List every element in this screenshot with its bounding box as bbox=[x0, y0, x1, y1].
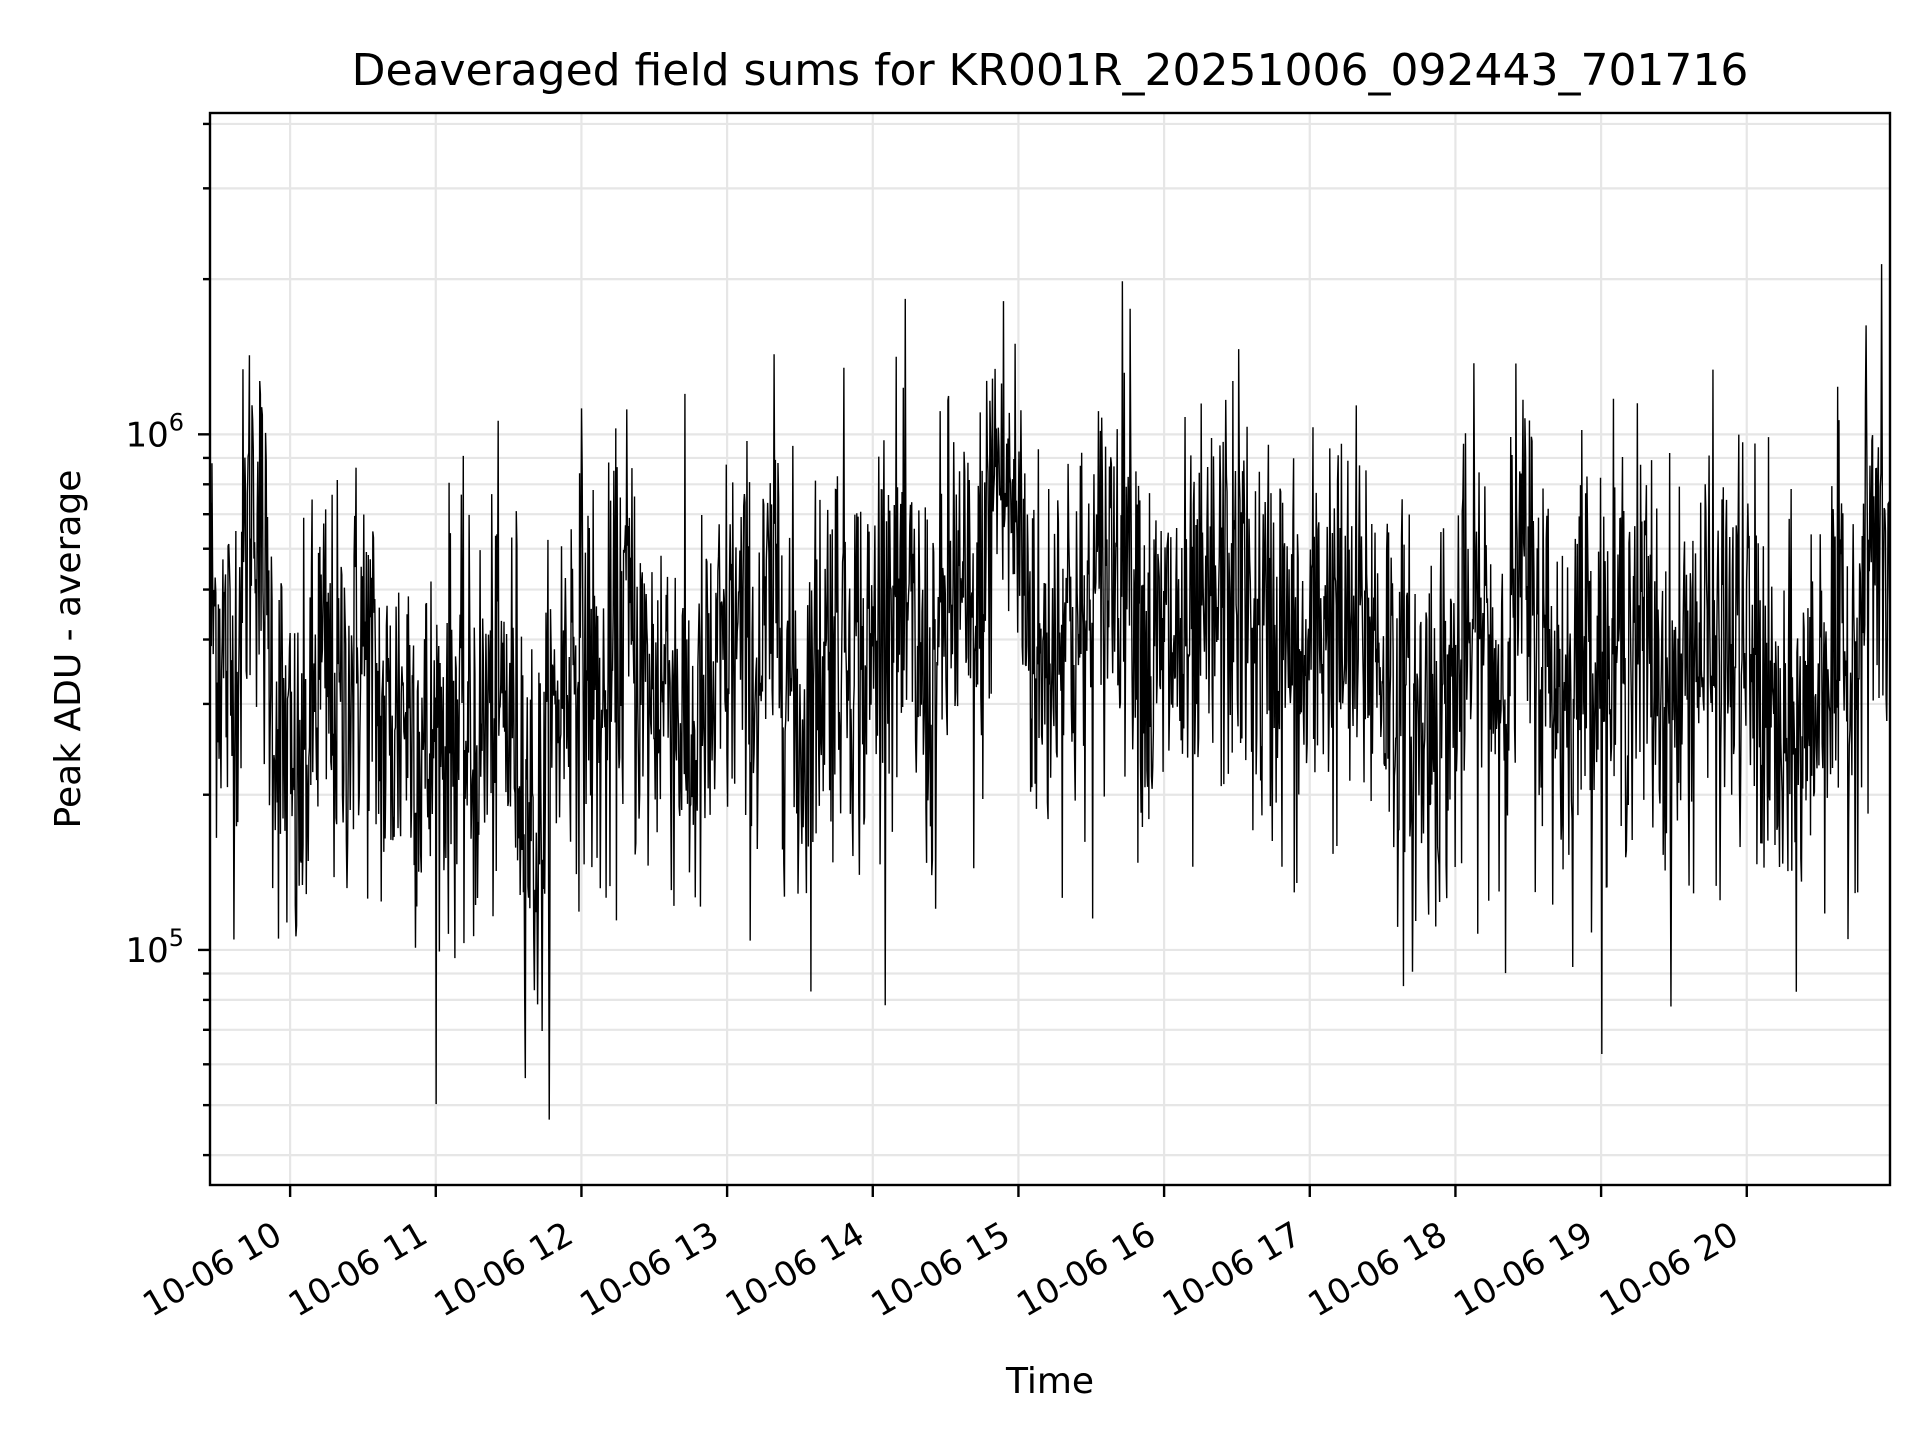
x-tick-label: 10-06 20 bbox=[1593, 1214, 1745, 1325]
chart-title: Deaveraged field sums for KR001R_2025100… bbox=[352, 45, 1749, 96]
series-layer bbox=[209, 264, 1891, 1120]
x-tick-label: 10-06 11 bbox=[282, 1214, 434, 1325]
x-tick-label: 10-06 16 bbox=[1010, 1214, 1162, 1325]
y-tick-label: 106 bbox=[125, 408, 184, 455]
y-tick-exponent: 6 bbox=[169, 408, 184, 436]
x-tick-label: 10-06 12 bbox=[428, 1214, 580, 1325]
x-tick-label: 10-06 14 bbox=[719, 1214, 871, 1325]
x-tick-label: 10-06 19 bbox=[1447, 1214, 1599, 1325]
x-tick-label: 10-06 18 bbox=[1302, 1214, 1454, 1325]
grid bbox=[210, 113, 1890, 1185]
plot-frame bbox=[208, 111, 1892, 1187]
series-line bbox=[209, 264, 1891, 1120]
y-tick-base: 10 bbox=[125, 415, 168, 455]
x-tick-label: 10-06 13 bbox=[573, 1214, 725, 1325]
y-tick-exponent: 5 bbox=[169, 924, 184, 952]
x-tick-label: 10-06 17 bbox=[1156, 1214, 1308, 1325]
y-axis-label: Peak ADU - average bbox=[48, 470, 89, 829]
y-tick-label: 105 bbox=[125, 924, 184, 971]
x-tick-label: 10-06 10 bbox=[136, 1214, 288, 1325]
x-tick-label: 10-06 15 bbox=[865, 1214, 1017, 1325]
x-axis-label: Time bbox=[1005, 1361, 1094, 1402]
y-tick-base: 10 bbox=[125, 931, 168, 971]
